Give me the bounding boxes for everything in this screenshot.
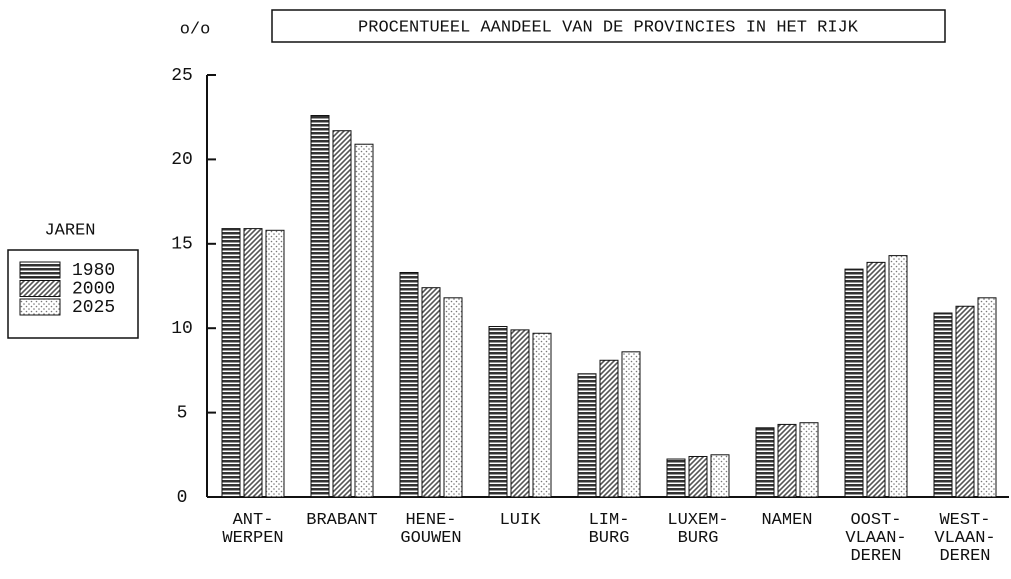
bar	[866, 261, 886, 498]
bar	[621, 351, 641, 498]
x-tick-label: NAMEN	[761, 511, 812, 530]
y-tick-label: 0	[177, 488, 188, 508]
bar	[666, 458, 686, 498]
legend-label: 2000	[72, 279, 115, 299]
x-tick-label: OOST-VLAAN-DEREN	[845, 511, 906, 566]
x-tick-label: ANT-WERPEN	[222, 511, 283, 548]
bar	[710, 454, 730, 498]
y-tick-label: 20	[171, 150, 193, 170]
bar	[354, 143, 374, 498]
bar	[265, 229, 285, 498]
bar	[599, 359, 619, 498]
bar	[977, 297, 997, 498]
x-tick-label: WEST-VLAAN-DEREN	[934, 511, 995, 566]
bar	[310, 115, 330, 498]
bar	[777, 423, 797, 498]
bar	[332, 130, 352, 498]
title-box	[271, 9, 946, 43]
y-tick-label: 10	[171, 319, 193, 339]
y-tick-label: 25	[171, 66, 193, 86]
x-tick-label: BRABANT	[306, 511, 377, 530]
bar	[755, 427, 775, 498]
legend-title: JAREN	[44, 221, 95, 240]
bar	[532, 332, 552, 498]
bar	[221, 228, 241, 498]
bar	[888, 255, 908, 498]
legend-box	[7, 249, 139, 339]
bar	[955, 305, 975, 498]
bar	[421, 287, 441, 498]
legend-swatch	[19, 261, 61, 279]
bar	[933, 312, 953, 498]
legend-swatch	[19, 298, 61, 316]
chart-title: PROCENTUEEL AANDEEL VAN DE PROVINCIES IN…	[358, 18, 859, 37]
x-tick-label: LIM-BURG	[589, 511, 630, 548]
y-tick-label: 15	[171, 235, 193, 255]
bar	[577, 373, 597, 498]
y-axis-label: o/o	[180, 20, 211, 39]
bar	[488, 326, 508, 498]
legend-label: 1980	[72, 261, 115, 281]
legend-label: 2025	[72, 298, 115, 318]
legend-swatch	[19, 280, 61, 297]
bar	[443, 297, 463, 498]
bar	[243, 228, 263, 498]
bar	[510, 329, 530, 498]
bar	[399, 271, 419, 498]
bar	[688, 455, 708, 498]
bar	[799, 422, 819, 498]
x-tick-label: LUIK	[500, 511, 542, 530]
bar	[844, 268, 864, 498]
x-tick-label: LUXEM-BURG	[667, 511, 728, 548]
x-tick-label: HENE-GOUWEN	[400, 511, 461, 548]
y-tick-label: 5	[177, 403, 188, 423]
